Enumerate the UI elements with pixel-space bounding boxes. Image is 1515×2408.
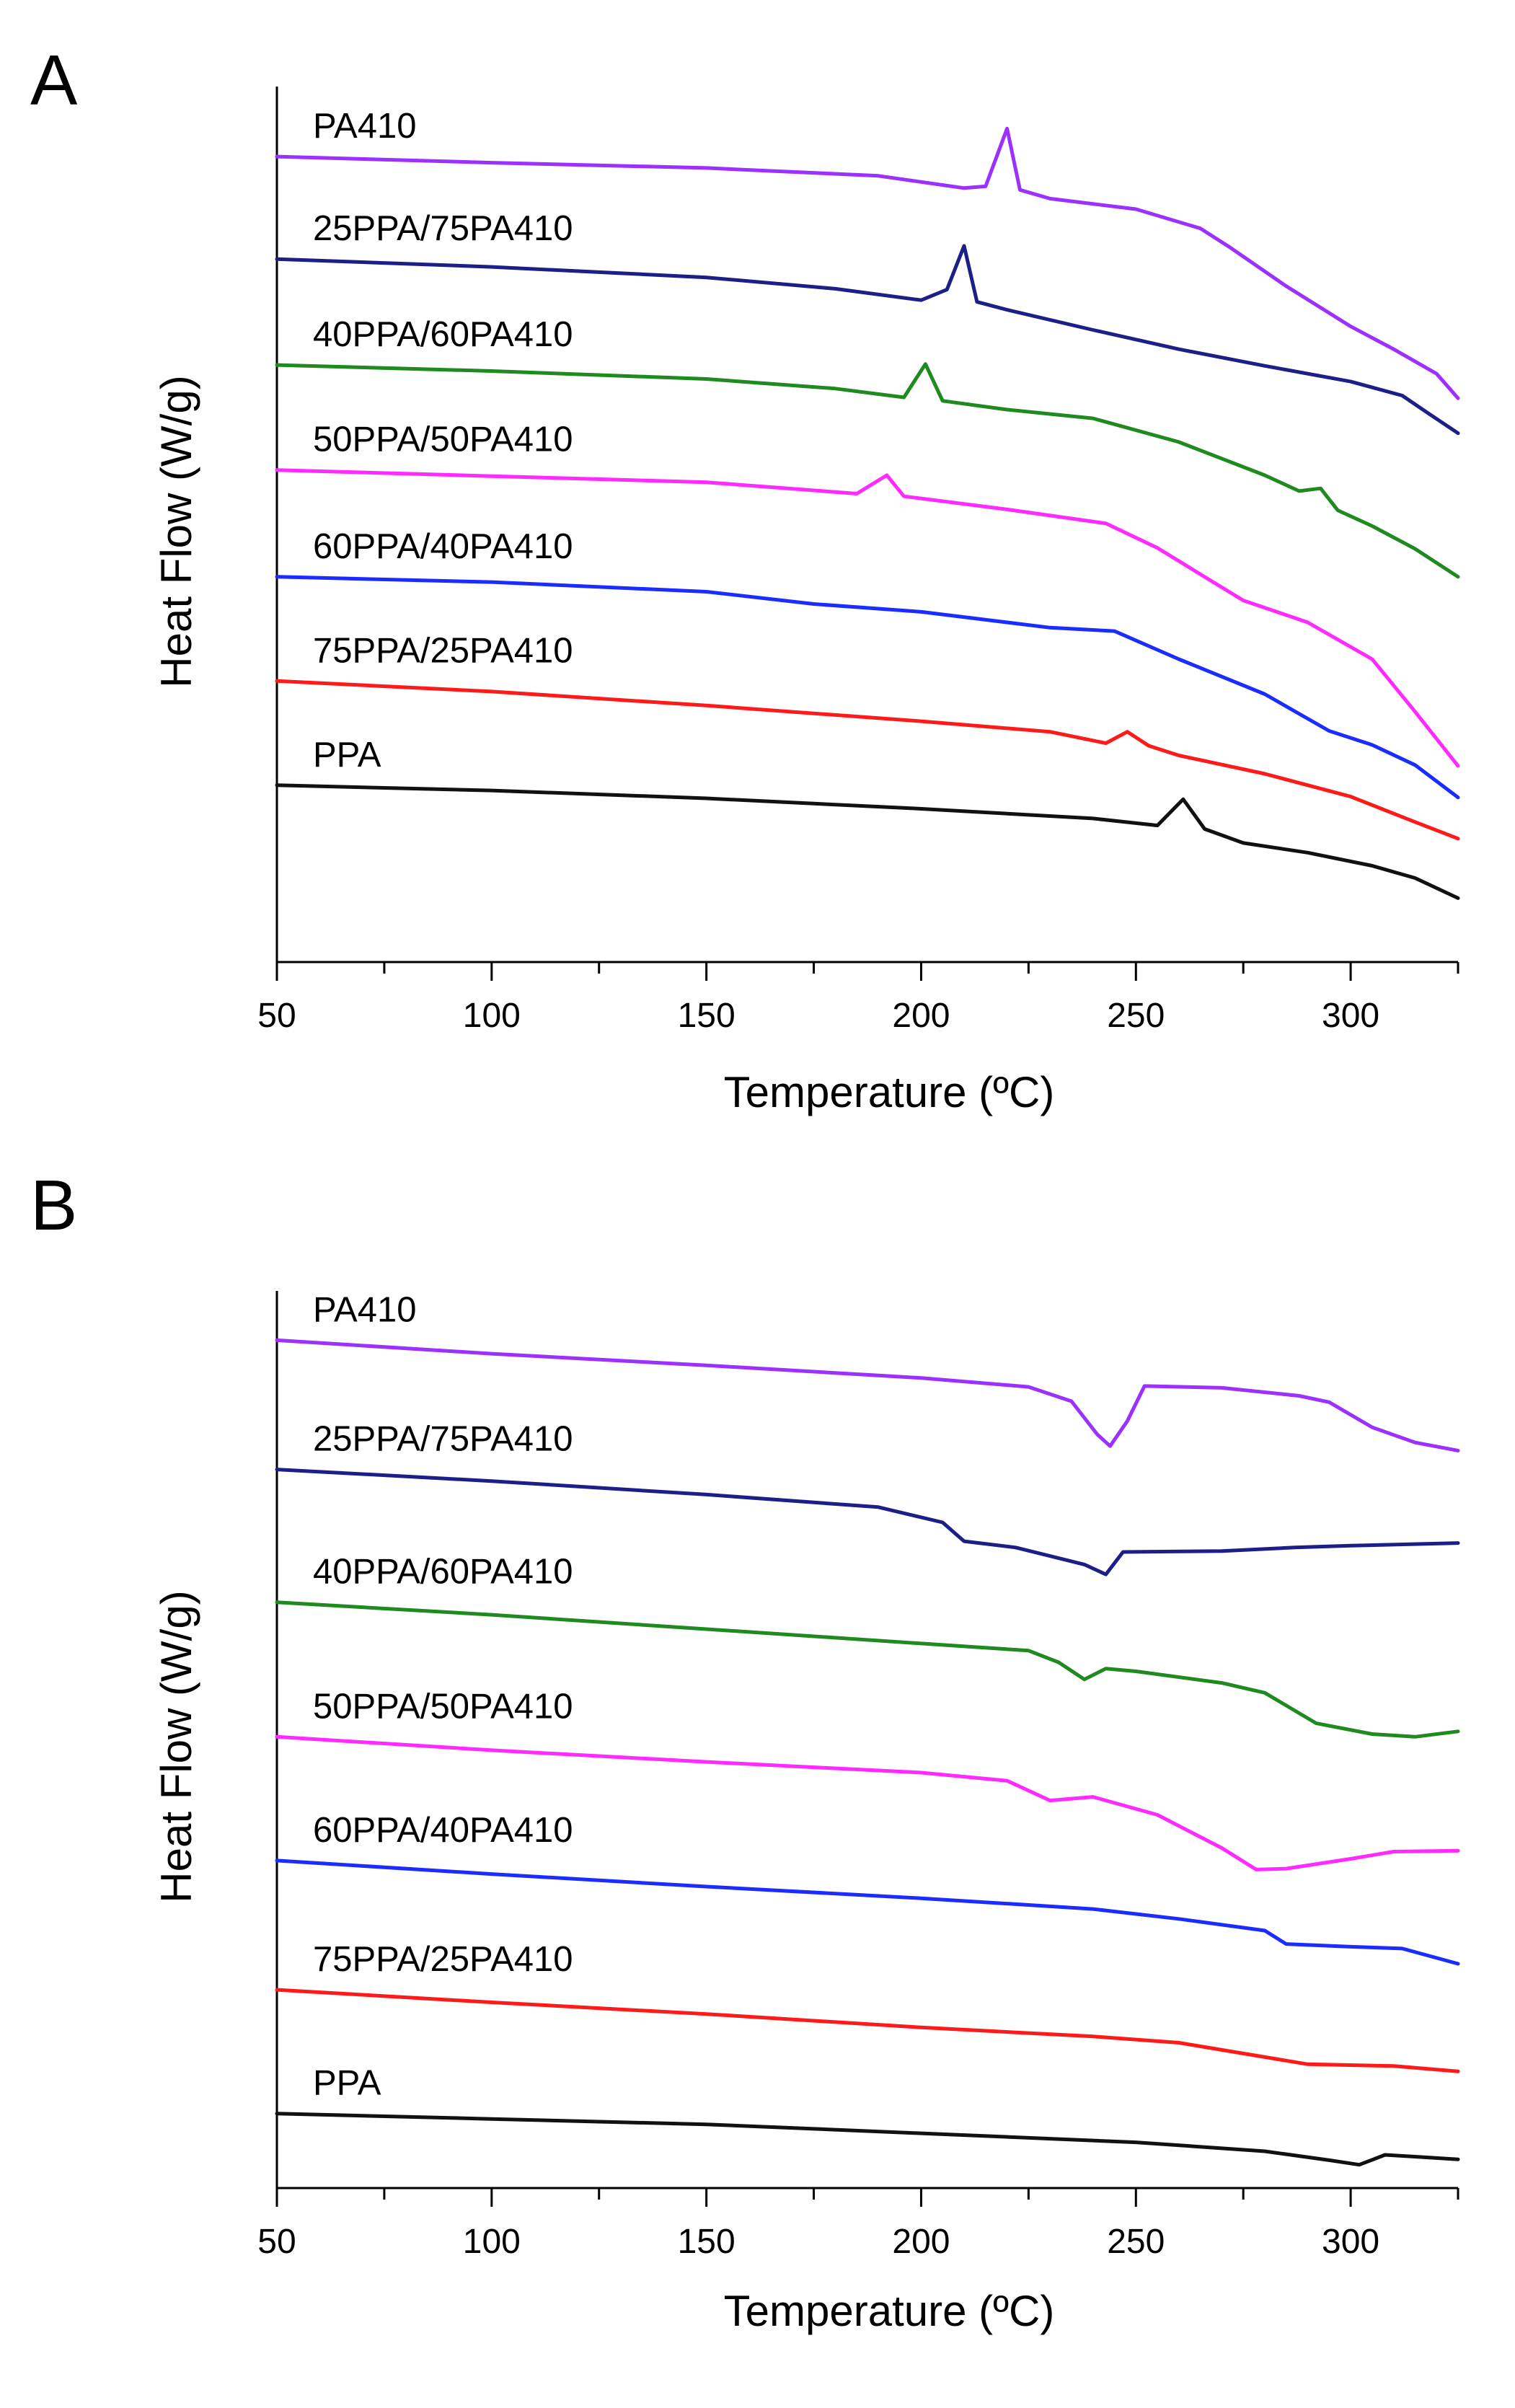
- series-label-ppa: PPA: [313, 736, 381, 775]
- series-line-75ppa-25pa410: [275, 679, 1460, 841]
- series-line-ppa: [275, 2112, 1460, 2167]
- x-tick-label: 300: [1322, 2223, 1379, 2261]
- x-tick-label: 150: [678, 2223, 736, 2261]
- x-tick-label: 200: [892, 2223, 950, 2261]
- x-tick-label: 50: [257, 2223, 296, 2261]
- panel-b-chart: 50 100 150 200 250 300 Temperature (ºC) Heat Fl…: [152, 1290, 1460, 2335]
- series-label-40ppa-60pa410: 40PPA/60PA410: [313, 1553, 573, 1592]
- series-label-75ppa-25pa410: 75PPA/25PA410: [313, 631, 573, 670]
- x-tick-label: 250: [1107, 2223, 1165, 2261]
- series-label-50ppa-50pa410: 50PPA/50PA410: [313, 420, 573, 459]
- series-label-25ppa-75pa410: 25PPA/75PA410: [313, 1420, 573, 1459]
- panel-letter-a: A: [30, 40, 78, 120]
- series-line-40ppa-60pa410: [275, 362, 1460, 579]
- x-tick-label: 250: [1107, 997, 1165, 1035]
- y-axis-title: Heat Flow (W/g): [152, 375, 200, 687]
- series-line-pa410: [275, 126, 1460, 400]
- series-line-25ppa-75pa410: [275, 1468, 1460, 1576]
- x-tick-label: 300: [1322, 997, 1379, 1035]
- x-tick-label: 100: [463, 997, 521, 1035]
- series-line-75ppa-25pa410: [275, 1988, 1460, 2073]
- series-label-60ppa-40pa410: 60PPA/40PA410: [313, 1811, 573, 1850]
- series-line-40ppa-60pa410: [275, 1600, 1460, 1739]
- x-tick-label: 150: [678, 997, 736, 1035]
- series-line-50ppa-50pa410: [275, 1734, 1460, 1871]
- x-axis-title: Temperature (ºC): [724, 2287, 1055, 2335]
- panel-a-chart: 50 100 150 200 250 300 Temperature (ºC) Heat Fl…: [152, 87, 1460, 1116]
- series-line-60ppa-40pa410: [275, 575, 1460, 800]
- x-tick-label: 100: [463, 2223, 521, 2261]
- y-axis-title: Heat Flow (W/g): [152, 1590, 200, 1902]
- series-line-ppa: [275, 783, 1460, 900]
- series-line-60ppa-40pa410: [275, 1858, 1460, 1966]
- x-tick-label: 200: [892, 997, 950, 1035]
- series-label-40ppa-60pa410: 40PPA/60PA410: [313, 315, 573, 354]
- series-label-pa410: PA410: [313, 107, 416, 146]
- series-line-pa410: [275, 1338, 1460, 1452]
- x-tick-label: 50: [257, 997, 296, 1035]
- series-label-ppa: PPA: [313, 2064, 381, 2103]
- series-line-25ppa-75pa410: [275, 244, 1460, 436]
- series-label-25ppa-75pa410: 25PPA/75PA410: [313, 209, 573, 248]
- series-label-pa410: PA410: [313, 1290, 416, 1329]
- panel-letter-b: B: [30, 1165, 77, 1245]
- series-line-50ppa-50pa410: [275, 468, 1460, 768]
- series-label-50ppa-50pa410: 50PPA/50PA410: [313, 1687, 573, 1726]
- series-label-60ppa-40pa410: 60PPA/40PA410: [313, 527, 573, 566]
- x-axis-title: Temperature (ºC): [724, 1068, 1055, 1116]
- series-label-75ppa-25pa410: 75PPA/25PA410: [313, 1940, 573, 1979]
